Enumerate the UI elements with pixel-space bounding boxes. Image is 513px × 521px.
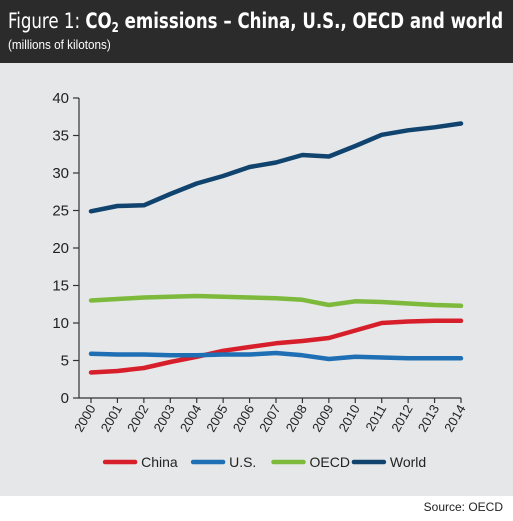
series-line-china bbox=[88, 318, 464, 375]
series-line-oecd bbox=[88, 293, 464, 309]
figure-header: Figure 1: CO2 emissions – China, U.S., O… bbox=[0, 0, 513, 63]
legend-label-world: World bbox=[390, 454, 426, 470]
y-tick-label: 20 bbox=[52, 240, 69, 257]
x-tick-label: 2011 bbox=[362, 402, 389, 434]
x-tick-label: 2000 bbox=[71, 402, 98, 435]
series-line-us bbox=[88, 350, 464, 362]
x-tick-label: 2010 bbox=[335, 402, 362, 435]
y-tick-label: 10 bbox=[52, 315, 69, 332]
legend-label-china: China bbox=[141, 454, 178, 470]
x-tick-label: 2003 bbox=[150, 402, 177, 435]
x-tick-label: 2006 bbox=[230, 402, 257, 435]
y-tick-label: 15 bbox=[52, 278, 69, 295]
y-tick-label: 30 bbox=[52, 165, 69, 182]
series-line-world bbox=[88, 121, 464, 214]
y-tick-label: 0 bbox=[61, 390, 69, 407]
x-tick-label: 2008 bbox=[283, 402, 310, 435]
title-subscript: 2 bbox=[111, 21, 119, 36]
y-tick-label: 25 bbox=[52, 203, 69, 220]
y-tick-label: 35 bbox=[52, 128, 69, 145]
y-tick-label: 5 bbox=[61, 353, 69, 370]
legend-label-us: U.S. bbox=[229, 454, 256, 470]
x-tick-label: 2009 bbox=[309, 402, 336, 435]
title-co: CO bbox=[85, 9, 112, 33]
chart-panel: 0 5 10 15 20 25 30 35 40 2000 2001 2002 2003 2004 2005… bbox=[0, 63, 513, 496]
source-note: Source: OECD bbox=[423, 500, 503, 514]
x-tick-label: 2002 bbox=[124, 402, 151, 435]
x-tick-label: 2005 bbox=[203, 402, 230, 435]
figure-subtitle: (millions of kilotons) bbox=[8, 37, 111, 52]
x-tick-label: 2014 bbox=[441, 402, 468, 435]
title-rest: emissions – China, U.S., OECD and world bbox=[118, 9, 504, 33]
x-tick-label: 2012 bbox=[388, 402, 415, 435]
x-tick-label: 2007 bbox=[256, 402, 283, 435]
figure-title: Figure 1: CO2 emissions – China, U.S., O… bbox=[8, 8, 504, 36]
legend-label-oecd: OECD bbox=[310, 454, 350, 470]
figure-number: Figure 1: bbox=[8, 9, 86, 33]
x-tick-label: 2001 bbox=[98, 402, 125, 435]
x-tick-label: 2013 bbox=[415, 402, 442, 435]
line-chart: 0 5 10 15 20 25 30 35 40 200020012002200320042005… bbox=[52, 90, 468, 470]
y-tick-label: 40 bbox=[52, 90, 69, 107]
x-tick-label: 2004 bbox=[177, 402, 204, 435]
